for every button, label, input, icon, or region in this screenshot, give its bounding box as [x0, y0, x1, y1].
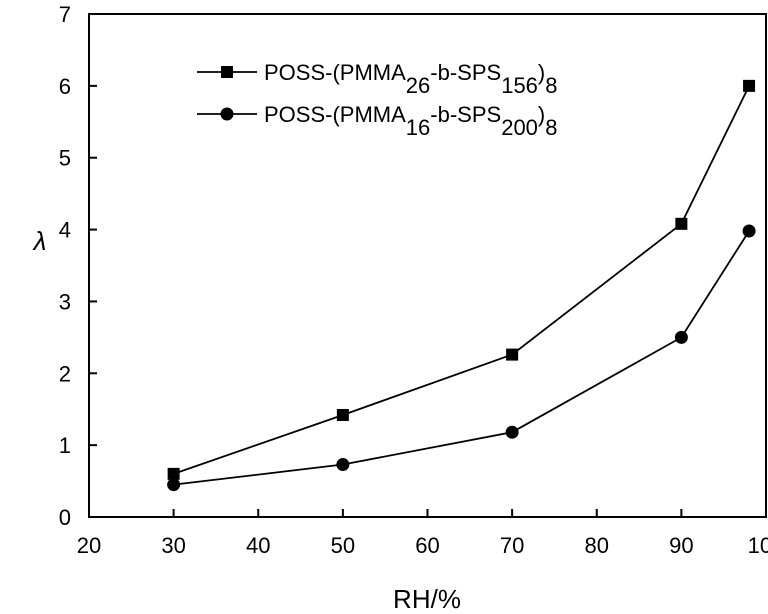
legend-label-text: ) — [538, 60, 545, 85]
x-tick-label: 60 — [415, 533, 439, 558]
x-tick-label: 30 — [161, 533, 185, 558]
y-tick-label: 3 — [59, 289, 71, 314]
series-1 — [167, 79, 756, 480]
legend-item-1: POSS-(PMMA26-b-SPS156)8 — [197, 60, 558, 98]
y-tick-label: 7 — [59, 2, 71, 27]
legend-label-subscript: 26 — [406, 73, 430, 98]
legend-marker — [220, 107, 234, 121]
series-line — [173, 230, 750, 486]
data-point — [742, 224, 756, 238]
series-area — [167, 79, 756, 492]
y-tick-label: 6 — [59, 74, 71, 99]
data-point — [506, 348, 519, 361]
x-tick-label: 70 — [500, 533, 524, 558]
legend-label: POSS-(PMMA26-b-SPS156)8 — [264, 60, 558, 98]
data-point — [505, 425, 519, 439]
x-tick-label: 40 — [246, 533, 270, 558]
x-axis-title: RH/% — [393, 584, 461, 614]
data-point — [675, 217, 688, 230]
y-tick-label: 5 — [59, 146, 71, 171]
legend: POSS-(PMMA26-b-SPS156)8POSS-(PMMA16-b-SP… — [197, 60, 558, 140]
y-axis: 0 1 2 3 4 5 6 7 — [59, 2, 97, 530]
legend-label-subscript: 156 — [501, 73, 538, 98]
x-tick-label: 100 — [748, 533, 768, 558]
legend-item-2: POSS-(PMMA16-b-SPS200)8 — [197, 102, 558, 140]
legend-label-text: POSS-(PMMA — [264, 102, 406, 127]
x-tick-label: 50 — [331, 533, 355, 558]
data-point — [336, 408, 349, 421]
legend-label-subscript: 8 — [545, 73, 557, 98]
series-line — [173, 85, 750, 475]
x-tick-label: 80 — [585, 533, 609, 558]
legend-label: POSS-(PMMA16-b-SPS200)8 — [264, 102, 558, 140]
x-tick-label: 90 — [669, 533, 693, 558]
x-axis: 20 30 40 50 60 70 80 90 100 — [77, 509, 768, 558]
data-point — [167, 478, 181, 492]
legend-label-text: -b-SPS — [430, 60, 501, 85]
y-tick-label: 2 — [59, 361, 71, 386]
data-point — [336, 458, 350, 472]
legend-label-subscript: 16 — [406, 115, 430, 140]
series-2 — [167, 224, 756, 492]
y-tick-label: 0 — [59, 505, 71, 530]
y-tick-label: 1 — [59, 433, 71, 458]
data-point — [674, 330, 688, 344]
legend-label-text: -b-SPS — [430, 102, 501, 127]
legend-label-text: ) — [538, 102, 545, 127]
legend-marker — [221, 66, 233, 78]
data-point — [743, 79, 756, 92]
x-tick-label: 20 — [77, 533, 101, 558]
legend-label-subscript: 200 — [501, 115, 538, 140]
y-axis-title: λ — [32, 226, 47, 256]
legend-label-subscript: 8 — [545, 115, 557, 140]
data-point — [167, 467, 180, 480]
y-tick-label: 4 — [59, 218, 71, 243]
legend-label-text: POSS-(PMMA — [264, 60, 406, 85]
